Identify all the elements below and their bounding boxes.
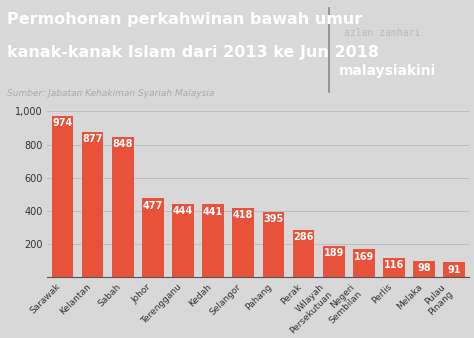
Bar <box>232 208 254 277</box>
Text: 418: 418 <box>233 210 254 220</box>
Text: kanak-kanak Islam dari 2013 ke Jun 2018: kanak-kanak Islam dari 2013 ke Jun 2018 <box>7 45 379 60</box>
Text: 877: 877 <box>82 134 103 144</box>
Bar <box>202 204 224 277</box>
Text: 395: 395 <box>263 214 283 224</box>
Bar <box>413 261 435 277</box>
Text: 286: 286 <box>293 232 314 242</box>
Bar <box>383 258 405 277</box>
Bar <box>172 203 194 277</box>
Text: malaysiakini: malaysiakini <box>339 64 436 78</box>
Text: azlan zamhari: azlan zamhari <box>344 28 420 38</box>
Text: 98: 98 <box>417 263 431 273</box>
Bar <box>292 230 314 277</box>
Bar <box>323 246 345 277</box>
Bar <box>263 212 284 277</box>
Text: 441: 441 <box>203 207 223 217</box>
Bar <box>52 116 73 277</box>
Bar <box>443 262 465 277</box>
Bar <box>353 249 374 277</box>
Text: 848: 848 <box>112 139 133 149</box>
Text: Sumber: Jabatan Kehakiman Syariah Malaysia: Sumber: Jabatan Kehakiman Syariah Malays… <box>7 89 214 98</box>
Bar <box>112 137 134 277</box>
Bar <box>142 198 164 277</box>
Text: 974: 974 <box>52 118 73 128</box>
Text: 169: 169 <box>354 251 374 262</box>
Text: 91: 91 <box>447 265 461 274</box>
Bar <box>82 132 103 277</box>
Text: 116: 116 <box>384 260 404 270</box>
Text: 444: 444 <box>173 206 193 216</box>
Text: 189: 189 <box>323 248 344 258</box>
Text: 477: 477 <box>143 200 163 211</box>
Text: Permohonan perkahwinan bawah umur: Permohonan perkahwinan bawah umur <box>7 12 362 27</box>
